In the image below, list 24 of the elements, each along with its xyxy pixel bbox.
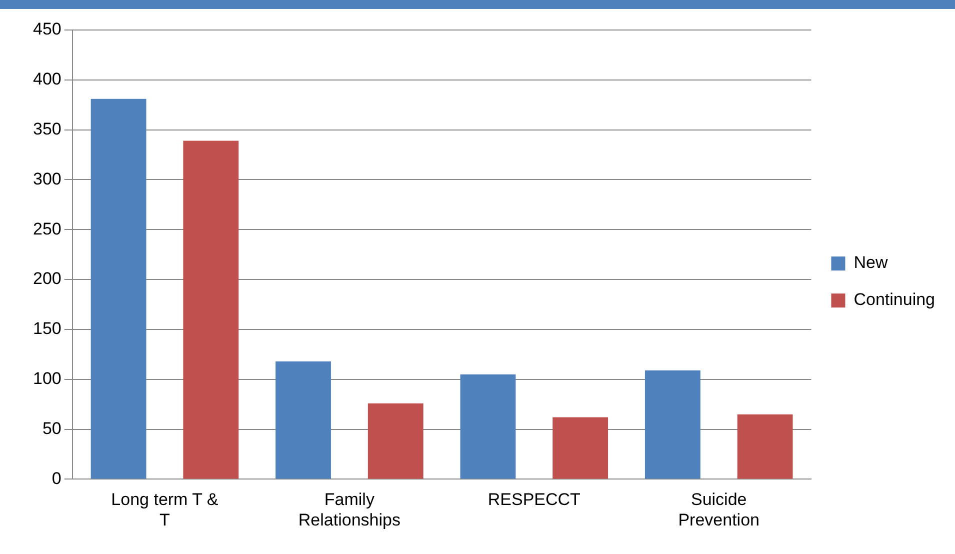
bar: [460, 374, 516, 479]
x-tick-label: Family Relationships: [298, 490, 400, 530]
legend-label: Continuing: [854, 290, 935, 310]
y-tick-label: 250: [32, 219, 62, 238]
bar: [90, 98, 146, 479]
y-tick-label: 450: [32, 20, 62, 39]
y-tick-label: 0: [52, 468, 62, 488]
bar: [368, 403, 424, 479]
y-tick-label: 200: [32, 269, 62, 288]
y-tick-label: 350: [32, 120, 62, 139]
legend-label: New: [854, 253, 888, 272]
y-tick-label: 150: [32, 319, 62, 338]
bar: [552, 417, 608, 479]
bar: [183, 140, 239, 479]
bar: [644, 370, 700, 479]
x-tick-label: Long term T & T: [111, 490, 219, 530]
y-tick-label: 100: [32, 369, 62, 388]
x-tick-label: Suicide Prevention: [678, 490, 760, 530]
bar: [737, 414, 793, 479]
y-tick-label: 300: [32, 169, 62, 188]
x-tick-label: RESPECCT: [488, 490, 580, 510]
bar: [276, 361, 331, 479]
y-tick-label: 50: [42, 418, 62, 438]
y-tick-label: 400: [32, 70, 62, 89]
